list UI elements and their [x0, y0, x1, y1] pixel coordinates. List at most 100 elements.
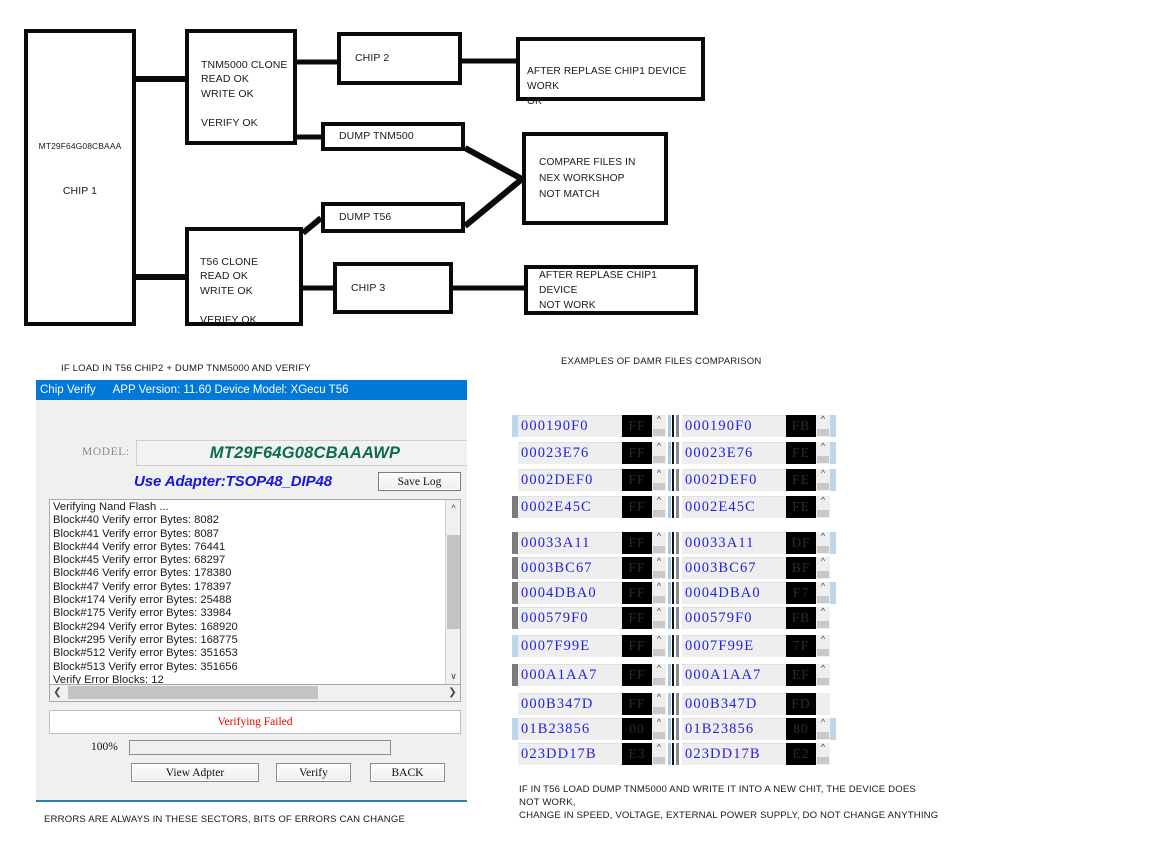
row-left-marker [512, 664, 518, 686]
hex-comparison-row: 0003BC67FF0003BC67BF [512, 556, 872, 579]
caption-right-bottom: IF IN T56 LOAD DUMP TNM5000 AND WRITE IT… [519, 784, 939, 821]
scroll-left-icon[interactable]: ❮ [53, 687, 62, 698]
after-replace-works-text: AFTER REPLASE CHIP1 DEVICE WORK OK [527, 66, 687, 108]
hex-address-left: 0004DBA0 [518, 582, 622, 604]
stepper-right-icon[interactable] [816, 495, 830, 518]
pane-divider [666, 582, 682, 604]
hex-comparison-row: 00033A11FF00033A11DF [512, 531, 872, 554]
flow-node-after-replace-fails: AFTER REPLASE CHIP1 DEVICE NOT WORK [524, 265, 698, 315]
stepper-left-icon[interactable] [652, 556, 666, 579]
hex-address-right: 0002DEF0 [682, 469, 786, 491]
log-hscroll-thumb[interactable] [68, 686, 318, 699]
stepper-left-icon[interactable] [652, 717, 666, 740]
stepper-left-icon[interactable] [652, 414, 666, 437]
stepper-left-icon[interactable] [652, 634, 666, 657]
stepper-left-icon[interactable] [652, 531, 666, 554]
stepper-right-icon[interactable] [816, 441, 830, 464]
model-row: MODEL: MT29F64G08CBAAAWP [36, 440, 467, 467]
log-line: Block#513 Verify error Bytes: 351656 [53, 660, 238, 673]
hex-comparison-row: 00023E76FF00023E76FE [512, 441, 872, 464]
stepper-right-icon[interactable] [816, 581, 830, 604]
row-right-marker [830, 743, 836, 765]
stepper-left-icon[interactable] [652, 468, 666, 491]
flow-node-dump-tnm500: DUMP TNM500 [321, 122, 465, 151]
after-replace-fails-text: AFTER REPLASE CHIP1 DEVICE NOT WORK [539, 269, 657, 311]
scroll-up-icon[interactable]: ^ [451, 502, 456, 513]
stepper-left-icon[interactable] [652, 495, 666, 518]
hex-value-right: FE [786, 442, 816, 464]
hex-value-right: FB [786, 607, 816, 629]
row-right-marker [830, 469, 836, 491]
hex-comparison-row: 01B238560001B2385680 [512, 717, 872, 740]
row-right-marker [830, 415, 836, 437]
stepper-left-icon[interactable] [652, 663, 666, 686]
stepper-right-icon[interactable] [816, 634, 830, 657]
chip1-model-label: MT29F64G08CBAAA [38, 141, 122, 151]
dump-tnm500-label: DUMP TNM500 [339, 130, 414, 142]
stepper-left-icon[interactable] [652, 742, 666, 765]
hex-value-left: FF [622, 693, 652, 715]
hex-comparison-row: 023DD17BE3023DD17BE2 [512, 742, 872, 765]
verify-log-lines: Verifying Nand Flash ... Block#40 Verify … [50, 500, 445, 684]
log-line: Block#47 Verify error Bytes: 178397 [53, 580, 232, 593]
hex-value-left: FF [622, 557, 652, 579]
window-version-info: APP Version: 11.60 Device Model: XGecu T… [112, 384, 349, 396]
hex-value-left: FF [622, 496, 652, 518]
hex-address-left: 023DD17B [518, 743, 622, 765]
log-horizontal-scrollbar[interactable]: ❮ ❯ [49, 685, 461, 702]
hex-address-right: 023DD17B [682, 743, 786, 765]
hex-address-right: 00033A11 [682, 532, 786, 554]
hex-address-left: 01B23856 [518, 718, 622, 740]
stepper-left-icon[interactable] [652, 692, 666, 715]
hex-address-right: 000190F0 [682, 415, 786, 437]
flow-node-tnm5000-clone: TNM5000 CLONE READ OK WRITE OK VERIFY OK [185, 29, 297, 145]
hex-comparison-row: 000190F0FF000190F0FB [512, 414, 872, 437]
stepper-right-icon[interactable] [816, 663, 830, 686]
hex-address-right: 0003BC67 [682, 557, 786, 579]
log-line: Block#45 Verify error Bytes: 68297 [53, 554, 226, 567]
stepper-right-icon[interactable] [816, 717, 830, 740]
hex-value-left: FF [622, 532, 652, 554]
hex-value-left: FF [622, 442, 652, 464]
flow-node-dump-t56: DUMP T56 [321, 202, 465, 233]
hex-value-left: FF [622, 582, 652, 604]
stepper-right-icon[interactable] [816, 742, 830, 765]
scroll-down-icon[interactable]: ∨ [450, 671, 457, 681]
verify-button[interactable]: Verify [276, 763, 351, 782]
adapter-requirement-text: Use Adapter:TSOP48_DIP48 [134, 473, 332, 490]
pane-divider [666, 693, 682, 715]
hex-address-right: 01B23856 [682, 718, 786, 740]
stepper-left-icon[interactable] [652, 581, 666, 604]
hex-address-left: 0007F99E [518, 635, 622, 657]
stepper-left-icon[interactable] [652, 441, 666, 464]
hex-address-right: 000579F0 [682, 607, 786, 629]
row-right-marker [830, 718, 836, 740]
log-scroll-thumb[interactable] [447, 535, 460, 629]
progress-bar [129, 740, 391, 755]
back-button[interactable]: BACK [370, 763, 445, 782]
log-line: Block#44 Verify error Bytes: 76441 [53, 540, 226, 553]
stepper-right-icon[interactable] [816, 556, 830, 579]
log-vertical-scrollbar[interactable]: ^ ∨ [445, 500, 460, 684]
row-left-marker [512, 582, 518, 604]
row-left-marker [512, 718, 518, 740]
hex-value-left: FF [622, 415, 652, 437]
stepper-right-icon[interactable] [816, 531, 830, 554]
view-adapter-button[interactable]: View Adpter [131, 763, 259, 782]
save-log-button[interactable]: Save Log [378, 472, 461, 491]
stepper-left-icon[interactable] [652, 606, 666, 629]
window-body: MODEL: MT29F64G08CBAAAWP Use Adapter:TSO… [36, 400, 467, 800]
hex-value-left: 00 [622, 718, 652, 740]
process-flowchart: MT29F64G08CBAAA CHIP 1 TNM5000 CLONE REA… [0, 0, 760, 345]
model-value: MT29F64G08CBAAAWP [209, 443, 401, 462]
hex-value-right: DF [786, 532, 816, 554]
stepper-right-icon[interactable] [816, 468, 830, 491]
row-left-marker [512, 532, 518, 554]
stepper-right-icon[interactable] [816, 693, 830, 715]
pane-divider [666, 532, 682, 554]
flow-node-chip2: CHIP 2 [337, 32, 462, 85]
row-right-marker [830, 557, 836, 579]
stepper-right-icon[interactable] [816, 414, 830, 437]
stepper-right-icon[interactable] [816, 606, 830, 629]
scroll-right-icon[interactable]: ❯ [448, 687, 457, 698]
